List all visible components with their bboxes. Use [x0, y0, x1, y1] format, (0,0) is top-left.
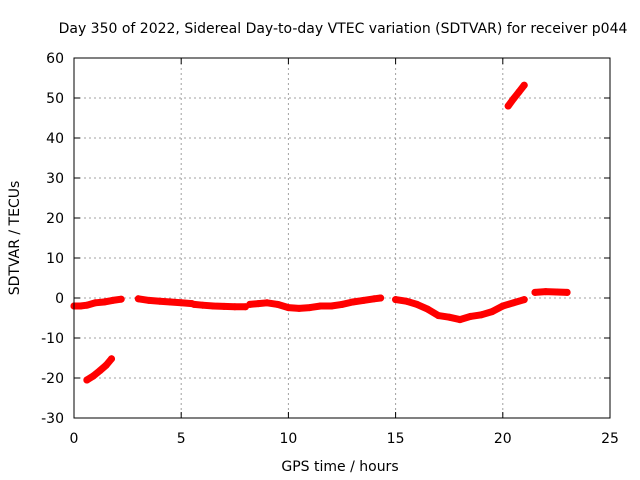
- data-point-segment-high-late: [510, 95, 518, 103]
- data-point-segment-high-late: [515, 88, 523, 96]
- data-point-segment-mid-3: [306, 304, 314, 312]
- data-point-segment-mid-2: [220, 302, 228, 310]
- data-point-segment-dip: [424, 305, 432, 313]
- data-point-segment-mid-2: [199, 301, 207, 309]
- data-point-segment-mid-3: [370, 295, 378, 303]
- data-point-segment-mid-3: [377, 294, 385, 302]
- data-point-segment-dip: [510, 299, 518, 307]
- data-point-segment-main: [91, 299, 99, 307]
- y-tick-label: -10: [41, 331, 64, 347]
- data-point-segment-late: [531, 288, 539, 296]
- data-point-segment-late: [542, 288, 550, 296]
- data-point-segment-main: [109, 296, 117, 304]
- x-tick-label: 25: [601, 431, 619, 447]
- data-point-segment-dip: [392, 296, 400, 304]
- plot-border: [73, 57, 611, 419]
- data-point-segment-dip: [413, 300, 421, 308]
- y-tick-label: -30: [41, 411, 64, 427]
- data-point-segment-high-late: [520, 81, 528, 89]
- x-axis-label: GPS time / hours: [281, 459, 398, 475]
- data-point-segment-mid-1: [145, 296, 153, 304]
- data-point-segment-high-late: [504, 102, 512, 110]
- data-point-segment-mid-3: [295, 304, 303, 312]
- chart-title: Day 350 of 2022, Sidereal Day-to-day VTE…: [59, 21, 628, 37]
- x-tick-label: 5: [177, 431, 186, 447]
- data-point-segment-mid-3: [246, 300, 254, 308]
- y-tick-label: 0: [55, 291, 64, 307]
- data-point-segment-mid-1: [156, 297, 164, 305]
- data-point-segment-main: [83, 301, 91, 309]
- data-point-segment-dip: [456, 316, 464, 324]
- y-tick-label: -20: [41, 371, 64, 387]
- data-point-segment-mid-2: [190, 300, 198, 308]
- data-point-segment-dip: [402, 297, 410, 305]
- data-point-segment-mid-3: [327, 302, 335, 310]
- series-line-segment-high-late: [504, 81, 528, 110]
- data-point-segment-mid-3: [254, 300, 262, 308]
- data-point-segment-dip: [477, 311, 485, 319]
- data-point-segment-dip: [520, 296, 528, 304]
- data-point-segment-mid-3: [349, 298, 357, 306]
- data-point-segment-low-early: [83, 376, 91, 384]
- y-tick-label: 50: [46, 91, 64, 107]
- data-point-segment-mid-3: [284, 304, 292, 312]
- data-point-segment-dip: [499, 302, 507, 310]
- y-tick-label: 20: [46, 211, 64, 227]
- data-point-segment-mid-1: [177, 299, 185, 307]
- series-layer: [70, 81, 571, 384]
- y-tick-label: 10: [46, 251, 64, 267]
- data-point-segment-low-early: [102, 361, 110, 369]
- tick-layer: 0 5 10 15 20 25 -30 -20 -10 0 10 20 30 40 50 60: [41, 51, 619, 447]
- data-point-segment-dip: [488, 308, 496, 316]
- x-tick-label: 0: [70, 431, 79, 447]
- data-point-segment-mid-3: [274, 300, 282, 308]
- data-point-segment-dip: [434, 312, 442, 320]
- series-line-segment-late: [531, 288, 571, 296]
- data-point-segment-low-early: [96, 367, 104, 375]
- y-axis-label: SDTVAR / TECUs: [7, 181, 23, 296]
- x-tick-label: 10: [279, 431, 297, 447]
- data-point-segment-dip: [467, 312, 475, 320]
- data-point-segment-low-early: [89, 372, 97, 380]
- data-point-segment-mid-3: [263, 299, 271, 307]
- data-point-segment-mid-1: [134, 295, 142, 303]
- data-point-segment-mid-3: [317, 302, 325, 310]
- x-tick-label: 20: [494, 431, 512, 447]
- data-point-segment-mid-2: [209, 302, 217, 310]
- y-tick-label: 30: [46, 171, 64, 187]
- data-point-segment-low-early: [108, 355, 116, 363]
- data-point-segment-mid-2: [231, 303, 239, 311]
- data-point-segment-main: [100, 298, 108, 306]
- data-point-segment-late: [552, 288, 560, 296]
- data-point-segment-mid-3: [359, 296, 367, 304]
- y-tick-label: 60: [46, 51, 64, 67]
- data-point-segment-main: [76, 302, 84, 310]
- data-point-segment-late: [563, 288, 571, 296]
- data-point-segment-mid-3: [338, 300, 346, 308]
- x-tick-label: 15: [387, 431, 405, 447]
- data-point-segment-main: [117, 295, 125, 303]
- y-tick-label: 40: [46, 131, 64, 147]
- data-point-segment-mid-1: [166, 298, 174, 306]
- data-point-segment-dip: [445, 313, 453, 321]
